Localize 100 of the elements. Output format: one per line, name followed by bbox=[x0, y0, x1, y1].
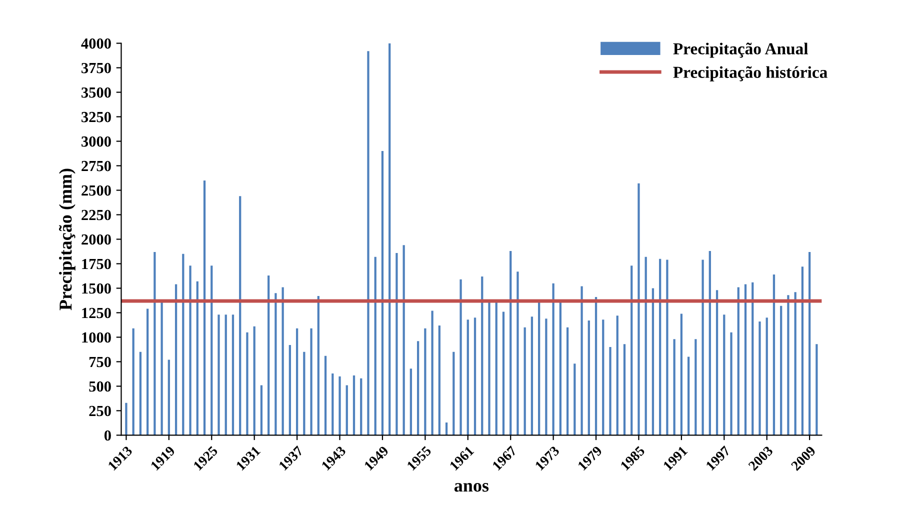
bar bbox=[666, 260, 668, 436]
x-tick-label: 1991 bbox=[662, 446, 688, 471]
bar bbox=[132, 328, 134, 436]
bar bbox=[538, 300, 540, 436]
bar bbox=[174, 284, 178, 436]
y-tick-label: 3000 bbox=[82, 136, 111, 147]
bar bbox=[574, 364, 576, 436]
bar bbox=[268, 275, 270, 436]
bar bbox=[224, 314, 227, 436]
bar bbox=[808, 252, 811, 436]
bar bbox=[559, 302, 562, 436]
bar bbox=[438, 325, 440, 436]
bar bbox=[274, 293, 277, 436]
y-tick-label: 0 bbox=[104, 430, 111, 441]
bar bbox=[210, 266, 213, 436]
bar bbox=[495, 302, 498, 436]
bar bbox=[346, 385, 348, 436]
y-tick-label: 2250 bbox=[82, 210, 111, 220]
bar bbox=[516, 272, 519, 436]
bar bbox=[317, 296, 320, 436]
bar bbox=[154, 252, 156, 436]
bar bbox=[687, 356, 690, 436]
bar bbox=[524, 327, 526, 436]
bar bbox=[716, 290, 718, 436]
bar bbox=[766, 318, 768, 436]
bar bbox=[203, 180, 206, 436]
bar bbox=[758, 322, 761, 436]
y-tick-label: 1500 bbox=[82, 283, 111, 294]
y-tick-label: 250 bbox=[89, 406, 111, 416]
bar bbox=[218, 314, 220, 436]
bar bbox=[588, 320, 590, 436]
bar bbox=[260, 385, 263, 436]
y-tick-label: 2500 bbox=[82, 185, 111, 196]
bar bbox=[673, 339, 676, 436]
y-tick-label: 1750 bbox=[82, 258, 111, 270]
bar bbox=[338, 376, 341, 436]
bar bbox=[410, 368, 412, 436]
y-tick-label: 4000 bbox=[81, 38, 111, 49]
bar bbox=[530, 316, 534, 436]
bar bbox=[602, 320, 604, 436]
bar bbox=[488, 302, 490, 436]
bar bbox=[296, 328, 298, 436]
bar bbox=[644, 256, 647, 436]
bar bbox=[630, 266, 633, 436]
bar bbox=[708, 250, 711, 436]
bar bbox=[460, 279, 462, 436]
bar bbox=[402, 245, 405, 436]
bar bbox=[332, 373, 334, 436]
bar bbox=[787, 295, 790, 436]
bar bbox=[502, 312, 505, 436]
bar bbox=[396, 252, 398, 436]
bar bbox=[310, 328, 312, 436]
y-tick-label: 2750 bbox=[82, 160, 111, 172]
bar bbox=[723, 314, 726, 436]
bar bbox=[737, 287, 740, 436]
bar bbox=[374, 256, 376, 436]
bar bbox=[466, 320, 469, 436]
bar bbox=[367, 51, 370, 436]
bar bbox=[288, 345, 291, 436]
bar bbox=[566, 327, 569, 436]
bar bbox=[360, 378, 362, 436]
y-tick-label: 3750 bbox=[82, 62, 111, 74]
bar bbox=[545, 318, 548, 436]
y-axis-title: Precipitação (mm) bbox=[58, 168, 76, 310]
x-tick-label: 1961 bbox=[449, 446, 474, 471]
bar bbox=[474, 318, 476, 436]
bar bbox=[702, 260, 704, 436]
y-tick-label: 2000 bbox=[82, 234, 111, 245]
bar bbox=[638, 183, 640, 436]
bar bbox=[168, 360, 170, 436]
y-tick-label: 3500 bbox=[82, 87, 111, 98]
bar bbox=[652, 288, 654, 436]
bar bbox=[324, 356, 327, 436]
bar bbox=[303, 352, 306, 436]
bar bbox=[282, 287, 284, 436]
bar bbox=[772, 274, 776, 436]
bar bbox=[246, 332, 248, 436]
bar bbox=[801, 266, 804, 436]
bar bbox=[424, 328, 426, 436]
y-tick-label: 1250 bbox=[82, 308, 111, 318]
bar bbox=[352, 375, 356, 436]
bar bbox=[616, 316, 618, 436]
bar bbox=[182, 254, 184, 436]
bar bbox=[730, 332, 732, 436]
legend-label: Precipitação histórica bbox=[673, 66, 828, 82]
bar bbox=[196, 281, 198, 436]
bar bbox=[780, 306, 782, 436]
bar bbox=[659, 258, 662, 436]
bar bbox=[232, 314, 234, 436]
y-tick-label: 750 bbox=[89, 356, 111, 368]
bar bbox=[239, 196, 242, 436]
bar bbox=[431, 310, 434, 436]
legend-label: Precipitação Anual bbox=[673, 42, 808, 58]
y-tick-label: 1000 bbox=[82, 332, 111, 343]
bar bbox=[125, 402, 128, 436]
bar bbox=[146, 308, 149, 436]
bar bbox=[609, 347, 612, 436]
bar bbox=[816, 344, 818, 436]
bar bbox=[744, 284, 747, 436]
bar bbox=[189, 266, 192, 436]
